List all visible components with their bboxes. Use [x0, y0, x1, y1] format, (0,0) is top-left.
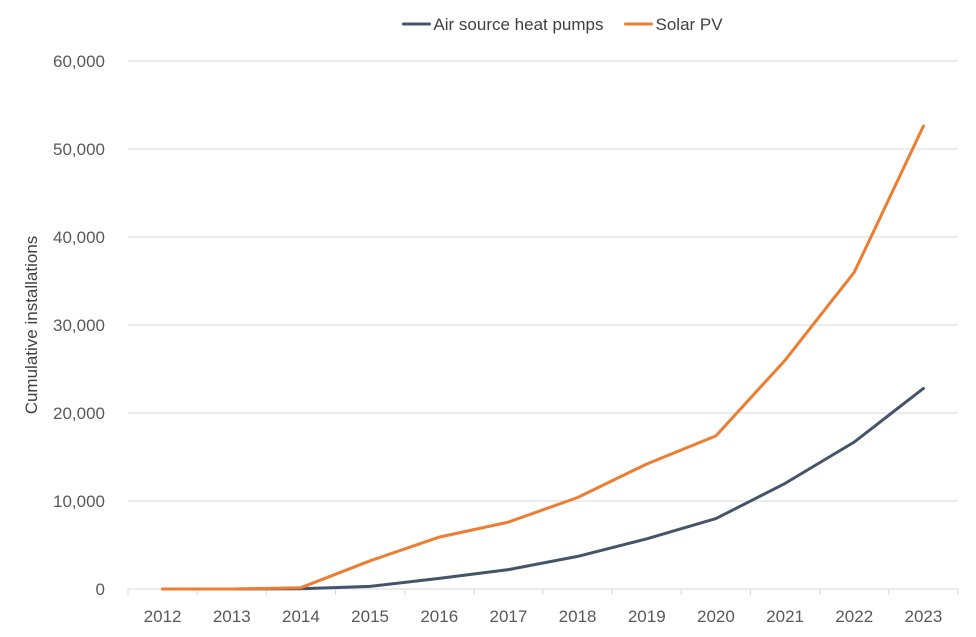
y-tick-label: 30,000 — [53, 316, 105, 335]
legend-label: Solar PV — [656, 15, 724, 34]
x-tick-label: 2015 — [351, 607, 389, 626]
y-axis-title: Cumulative installations — [22, 236, 41, 415]
y-tick-label: 40,000 — [53, 228, 105, 247]
x-axis: 2012 2013 2014 2015 2016 2017 2018 2019 2020 2021… — [127, 588, 959, 626]
legend-label: Air source heat pumps — [433, 15, 603, 34]
gridlines — [128, 60, 958, 502]
x-tick-label: 2018 — [559, 607, 597, 626]
x-tick-label: 2014 — [282, 607, 320, 626]
y-axis: 0 10,000 20,000 30,000 40,000 50,000 60,000 — [53, 52, 105, 599]
series-line-solar-pv — [161, 124, 925, 591]
y-tick-label: 10,000 — [53, 492, 105, 511]
x-tick-label: 2022 — [835, 607, 873, 626]
x-tick-label: 2013 — [213, 607, 251, 626]
x-tick-label: 2017 — [490, 607, 528, 626]
x-tick-label: 2016 — [420, 607, 458, 626]
y-tick-label: 50,000 — [53, 140, 105, 159]
x-tick-label: 2020 — [697, 607, 735, 626]
y-tick-label: 0 — [96, 580, 105, 599]
x-tick-label: 2012 — [144, 607, 182, 626]
y-tick-label: 60,000 — [53, 52, 105, 71]
series-line-air-source-heat-pumps — [161, 386, 925, 591]
x-tick-label: 2019 — [628, 607, 666, 626]
series-lines — [161, 124, 925, 591]
x-tick-label: 2023 — [905, 607, 943, 626]
legend: Air source heat pumps Solar PV — [401, 15, 724, 34]
y-tick-label: 20,000 — [53, 404, 105, 423]
x-tick-label: 2021 — [766, 607, 804, 626]
